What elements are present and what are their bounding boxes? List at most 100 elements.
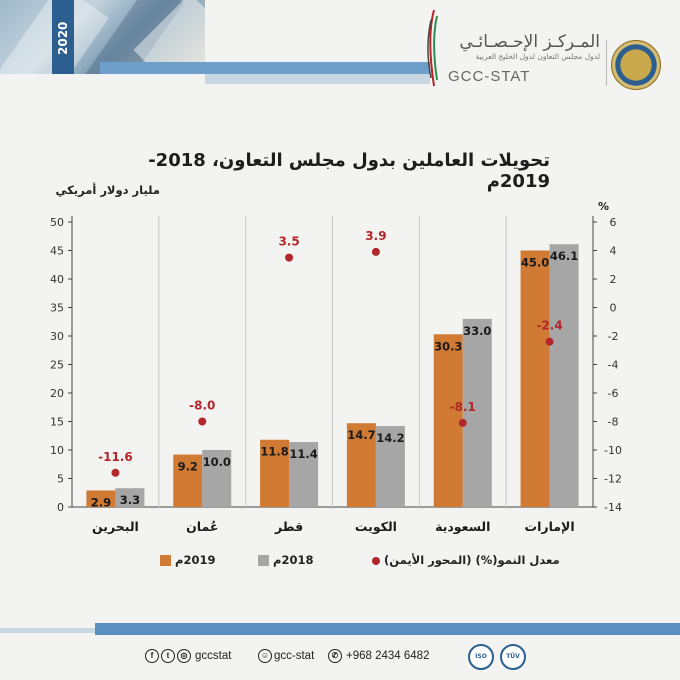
growth-point xyxy=(111,468,120,477)
growth-label: -8.1 xyxy=(450,400,476,414)
y-tick-label: 45 xyxy=(50,245,64,258)
tuv-cert-icon: TÜV xyxy=(500,644,526,670)
growth-point xyxy=(371,247,380,256)
legend-swatch-2018 xyxy=(258,555,269,566)
y2-tick-label: 6 xyxy=(610,216,617,229)
y2-tick-label: -10 xyxy=(604,444,622,457)
y2-tick-label: -6 xyxy=(608,387,619,400)
y-tick-label: 15 xyxy=(50,416,64,429)
legend-dot-growth xyxy=(372,556,380,565)
gcc-emblem-icon xyxy=(611,40,661,90)
legend-label-2019: 2019م xyxy=(175,553,216,567)
year-label: 2020 xyxy=(56,21,70,55)
bar-label-2019: 45.0 xyxy=(521,256,549,270)
bar-label-2018: 46.1 xyxy=(550,249,578,263)
y2-tick-label: -14 xyxy=(604,501,622,514)
bar-label-2018: 3.3 xyxy=(120,493,140,507)
bar-2018 xyxy=(289,442,319,507)
chart-title: تحويلات العاملين بدول مجلس التعاون، 2018… xyxy=(148,150,550,192)
legend-swatch-2019 xyxy=(160,555,171,566)
y2-axis-unit: % xyxy=(598,200,610,213)
y-tick-label: 5 xyxy=(57,473,64,486)
iso-cert-icon: ISO xyxy=(468,644,494,670)
y2-tick-label: -12 xyxy=(604,473,622,486)
header: 2020 المـركـز الإحـصـائـي لدول مجلس التع… xyxy=(0,0,680,100)
category-label: عُمان xyxy=(186,519,218,534)
bar-label-2019: 2.9 xyxy=(91,495,111,509)
category-label: الإمارات xyxy=(525,519,575,534)
logo-arabic: المـركـز الإحـصـائـي xyxy=(459,32,600,52)
bar-2019 xyxy=(433,334,463,507)
legend-label-2018: 2018م xyxy=(273,553,314,567)
y-tick-label: 0 xyxy=(57,501,64,514)
logo-text: المـركـز الإحـصـائـي لدول مجلس التعاون ل… xyxy=(440,32,600,62)
legend-item-2018: 2018م xyxy=(258,553,313,569)
year-strip xyxy=(52,0,74,74)
footer-contacts: f t ◎ gccstat ☺ gcc-stat ✆ +968 2434 648… xyxy=(140,647,540,669)
bar-label-2019: 9.2 xyxy=(178,460,198,474)
growth-point xyxy=(198,417,207,426)
growth-point xyxy=(545,337,554,346)
bar-2019 xyxy=(173,454,203,507)
category-label: الكويت xyxy=(355,519,397,534)
legend-item-growth: معدل النمو(%) (المحور الأيمن) xyxy=(372,553,560,569)
bar-2018 xyxy=(202,450,232,507)
instagram-icon[interactable]: ◎ xyxy=(177,649,191,663)
logo-swoosh-icon xyxy=(427,9,438,87)
bar-label-2018: 14.2 xyxy=(376,431,404,445)
y-tick-label: 30 xyxy=(50,330,64,343)
bar-2018 xyxy=(549,244,579,508)
growth-point xyxy=(285,253,294,262)
y-tick-label: 25 xyxy=(50,359,64,372)
legend-label-growth: معدل النمو(%) (المحور الأيمن) xyxy=(384,553,560,567)
growth-label: 3.9 xyxy=(365,229,386,243)
bar-2019 xyxy=(86,490,116,507)
bar-2018 xyxy=(375,426,405,507)
logo-divider xyxy=(606,40,607,86)
growth-label: -11.6 xyxy=(98,450,133,464)
header-bar xyxy=(100,62,430,74)
logo-subtitle: لدول مجلس التعاون لدول الخليج العربية xyxy=(475,52,600,61)
legend-item-2019: 2019م xyxy=(160,553,215,569)
header-photo xyxy=(0,0,205,74)
y2-tick-label: 0 xyxy=(610,302,617,315)
growth-label: -8.0 xyxy=(189,399,215,413)
chart: 0 5 10 15 20 25 30 35 40 45 50 -14 -12 -10 -8 -6 -4 -2 0 2 4… xyxy=(50,216,622,534)
footer-bar-light xyxy=(0,628,95,633)
growth-label: -2.4 xyxy=(536,319,562,333)
y-tick-label: 50 xyxy=(50,216,64,229)
y-tick-label: 20 xyxy=(50,387,64,400)
y2-tick-label: -8 xyxy=(608,416,619,429)
y2-tick-label: -2 xyxy=(608,330,619,343)
y-tick-label: 35 xyxy=(50,302,64,315)
footer-bar xyxy=(95,623,680,635)
social-handle[interactable]: gccstat xyxy=(195,650,232,662)
growth-point xyxy=(458,418,467,427)
bar-2019 xyxy=(260,439,290,507)
y2-tick-label: 2 xyxy=(610,273,617,286)
twitter-icon[interactable]: t xyxy=(161,649,175,663)
y2-tick-label: 4 xyxy=(610,245,617,258)
phone-number[interactable]: +968 2434 6482 xyxy=(346,650,430,662)
growth-label: 3.5 xyxy=(278,235,299,249)
y-axis-unit: مليار دولار أمريكي xyxy=(55,183,160,197)
snapchat-icon[interactable]: ☺ xyxy=(258,649,272,663)
bar-2019 xyxy=(346,423,376,507)
facebook-icon[interactable]: f xyxy=(145,649,159,663)
bar-label-2018: 11.4 xyxy=(289,447,317,461)
bar-2018 xyxy=(462,318,492,507)
logo-english: GCC-STAT xyxy=(448,68,531,85)
bar-label-2019: 11.8 xyxy=(260,445,288,459)
y-tick-label: 40 xyxy=(50,273,64,286)
bar-label-2018: 33.0 xyxy=(463,324,491,338)
bar-label-2019: 14.7 xyxy=(347,428,375,442)
category-label: قطر xyxy=(274,519,303,534)
bar-2018 xyxy=(115,488,145,507)
whatsapp-icon[interactable]: ✆ xyxy=(328,649,342,663)
header-bar-light xyxy=(205,74,430,84)
category-label: البحرين xyxy=(92,519,139,534)
website-label[interactable]: gcc-stat xyxy=(274,650,315,662)
bar-label-2019: 30.3 xyxy=(434,339,462,353)
category-label: السعودية xyxy=(435,519,490,534)
y2-tick-label: -4 xyxy=(608,359,619,372)
